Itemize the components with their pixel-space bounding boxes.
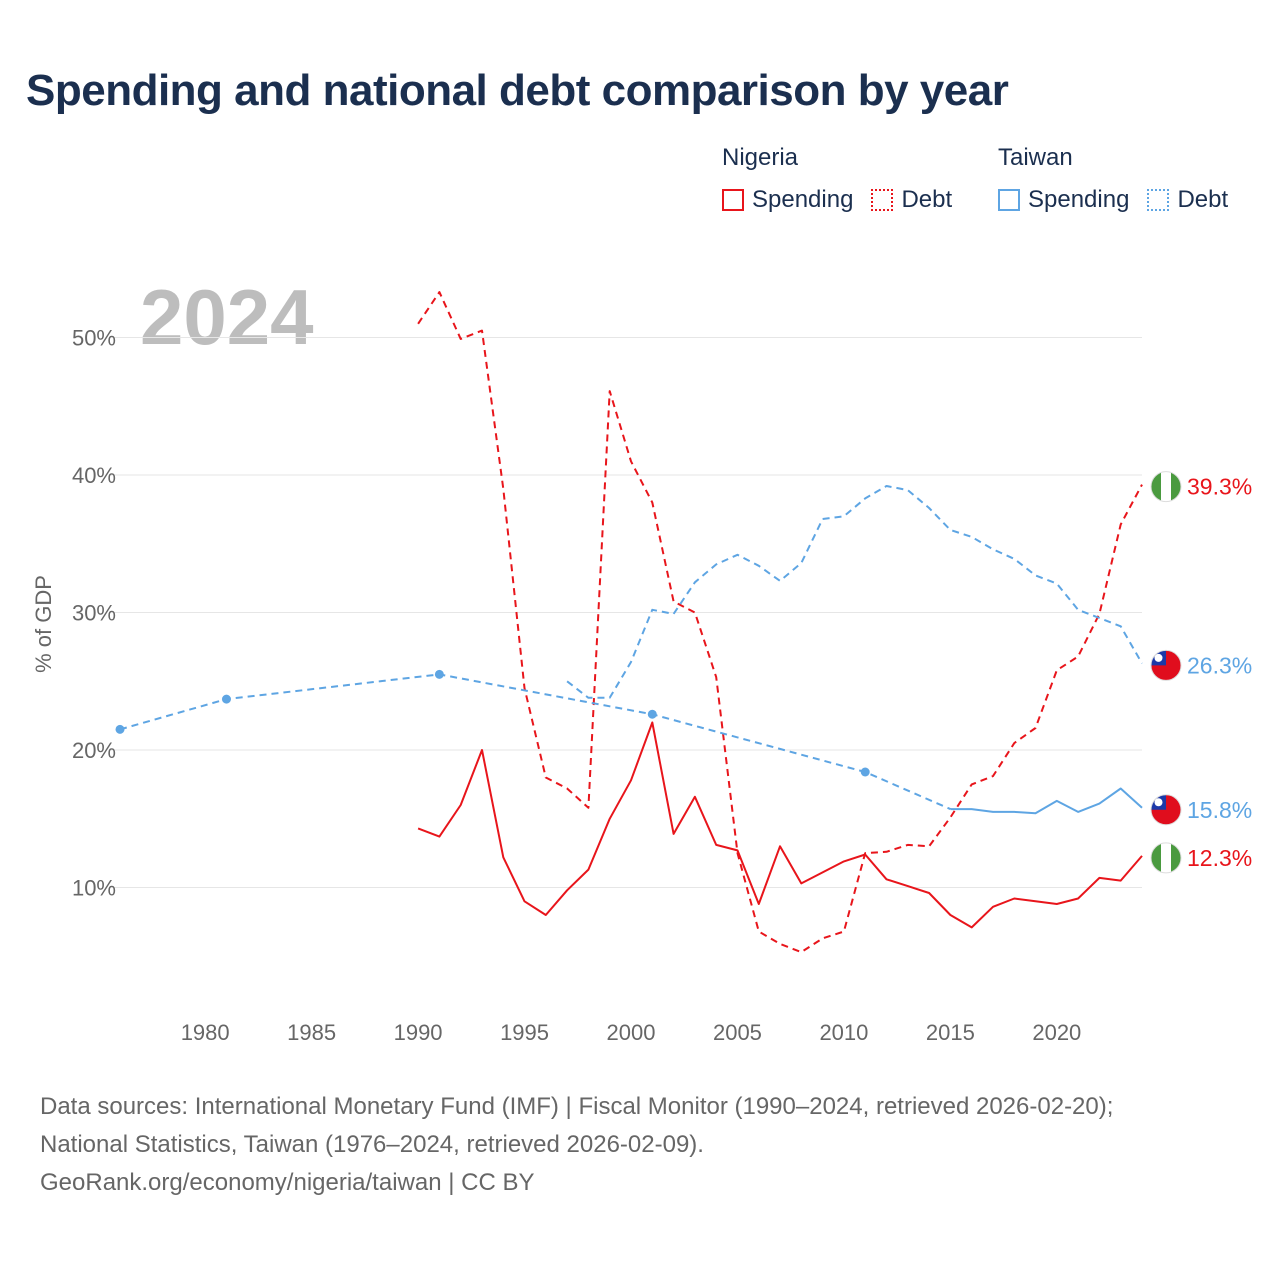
legend-swatch-solid	[998, 189, 1020, 211]
data-point-marker	[221, 694, 231, 704]
x-tick-label: 2000	[607, 1020, 656, 1045]
data-point-marker	[860, 767, 870, 777]
footer-credit: GeoRank.org/economy/nigeria/taiwan | CC …	[40, 1169, 535, 1196]
y-tick-label: 10%	[72, 876, 116, 901]
y-tick-label: 50%	[72, 326, 116, 351]
end-value-label: 26.3%	[1187, 652, 1252, 678]
nigeria-flag-icon	[1150, 471, 1182, 503]
x-tick-label: 2005	[713, 1020, 762, 1045]
legend-country-nigeria: Nigeria	[722, 144, 799, 171]
legend-nigeria-debt[interactable]: Debt	[871, 186, 952, 214]
series-line-taiwan-debt	[566, 485, 1143, 699]
series-line-taiwan-spending-long-run	[119, 673, 951, 811]
legend-country-taiwan: Taiwan	[998, 144, 1073, 171]
legend-label: Debt	[901, 186, 953, 213]
footer-sources-line-1: Data sources: International Monetary Fun…	[40, 1093, 1114, 1120]
legend-label: Spending	[752, 186, 854, 213]
legend-nigeria: Nigeria Spending Debt	[722, 144, 970, 214]
y-tick-label: 30%	[72, 601, 116, 626]
end-value-label: 39.3%	[1187, 474, 1252, 500]
x-tick-label: 1990	[394, 1020, 443, 1045]
end-value-label: 15.8%	[1187, 797, 1252, 823]
x-tick-label: 1980	[181, 1020, 230, 1045]
end-value-label: 12.3%	[1187, 845, 1252, 871]
legend-nigeria-spending[interactable]: Spending	[722, 186, 853, 214]
x-tick-label: 2010	[819, 1020, 868, 1045]
chart-title: Spending and national debt comparison by…	[26, 66, 1009, 115]
legend-swatch-dotted	[871, 189, 894, 211]
nigeria-flag-icon	[1150, 842, 1182, 874]
x-tick-label: 2015	[926, 1020, 975, 1045]
legend-swatch-solid	[722, 189, 744, 211]
legend-label: Debt	[1177, 186, 1229, 213]
y-tick-label: 40%	[72, 463, 116, 488]
x-tick-label: 2020	[1032, 1020, 1081, 1045]
legend-taiwan-spending[interactable]: Spending	[998, 186, 1129, 214]
data-point-marker	[434, 669, 444, 679]
taiwan-flag-icon	[1150, 649, 1182, 681]
x-tick-label: 1985	[287, 1020, 336, 1045]
footer: Data sources: International Monetary Fun…	[40, 1088, 1113, 1202]
legend-label: Spending	[1028, 186, 1130, 213]
taiwan-flag-icon	[1150, 794, 1182, 826]
footer-sources-line-2: National Statistics, Taiwan (1976–2024, …	[40, 1131, 704, 1158]
legend-taiwan: Taiwan Spending Debt	[998, 144, 1246, 214]
y-tick-label: 20%	[72, 738, 116, 763]
data-point-marker	[647, 709, 657, 719]
series-line-taiwan-spending	[950, 787, 1143, 815]
current-year-label: 2024	[140, 273, 314, 361]
series-line-nigeria-debt	[417, 291, 1143, 954]
x-tick-label: 1995	[500, 1020, 549, 1045]
data-point-marker	[115, 724, 125, 734]
legend-swatch-dotted	[1147, 189, 1170, 211]
legend-taiwan-debt[interactable]: Debt	[1147, 186, 1228, 214]
series-line-nigeria-spending	[417, 721, 1143, 929]
